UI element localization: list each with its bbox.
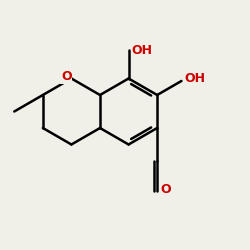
Text: O: O <box>160 183 171 196</box>
Text: OH: OH <box>184 72 206 86</box>
Text: O: O <box>61 70 72 83</box>
Text: OH: OH <box>132 44 152 57</box>
